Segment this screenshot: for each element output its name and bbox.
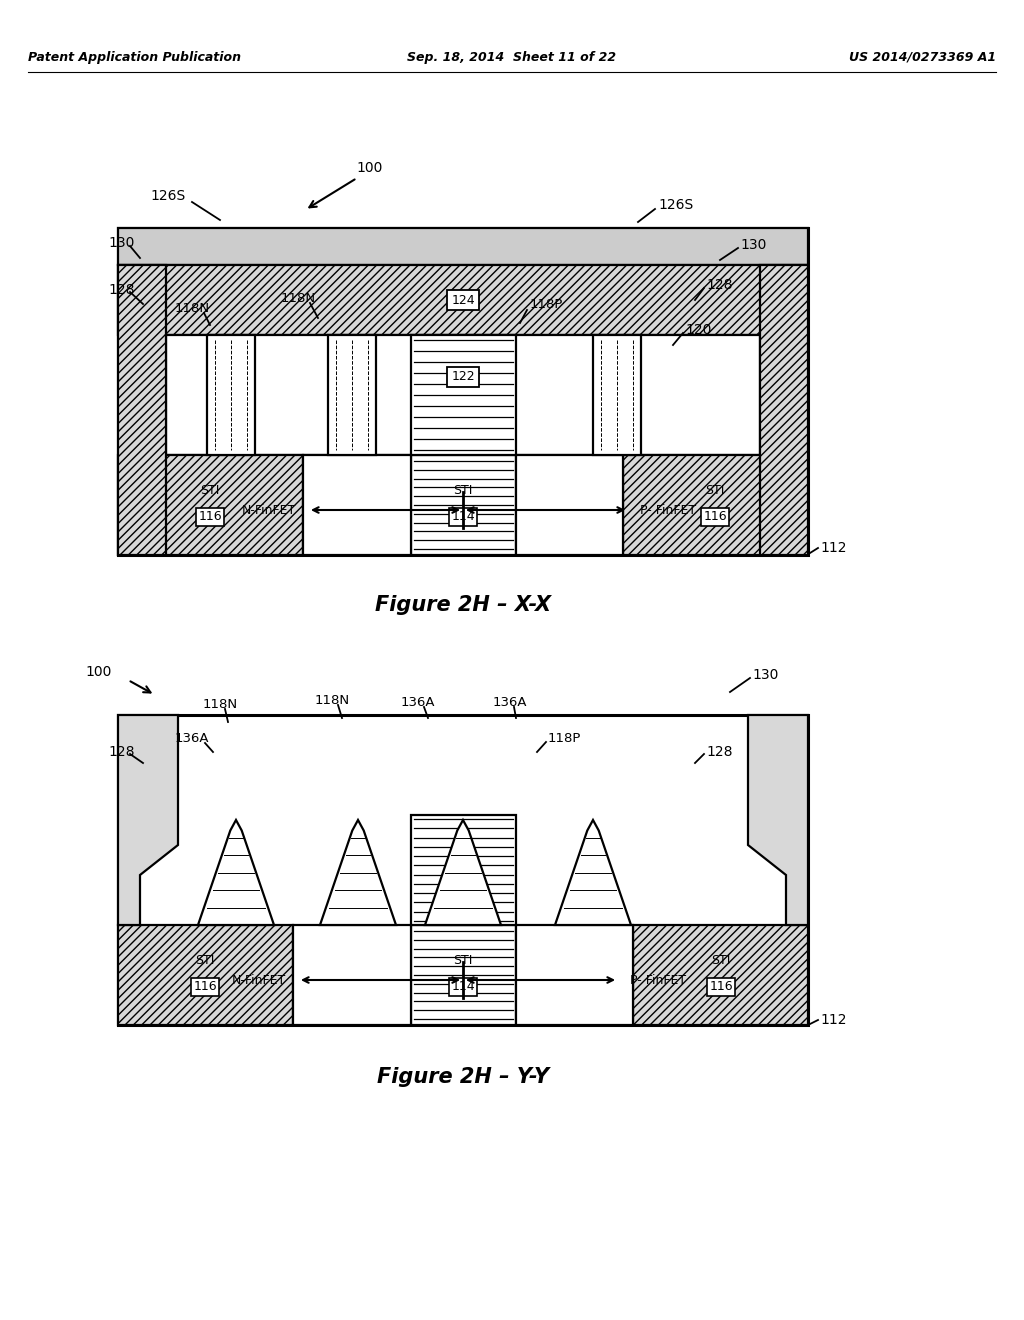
Bar — [207, 335, 255, 455]
Text: 116: 116 — [199, 511, 222, 524]
Text: 128: 128 — [108, 282, 134, 297]
Bar — [328, 335, 376, 455]
Text: 128: 128 — [706, 744, 732, 759]
Text: Sep. 18, 2014  Sheet 11 of 22: Sep. 18, 2014 Sheet 11 of 22 — [408, 50, 616, 63]
Bar — [118, 715, 808, 1026]
Bar — [118, 265, 166, 554]
Text: Figure 2H – X-X: Figure 2H – X-X — [375, 595, 551, 615]
Text: 130: 130 — [740, 238, 766, 252]
Bar — [593, 335, 641, 455]
Text: 100: 100 — [86, 665, 112, 678]
Text: STI: STI — [454, 483, 473, 496]
Text: 118N: 118N — [174, 301, 210, 314]
Text: 130: 130 — [108, 236, 134, 249]
Text: 116: 116 — [703, 511, 727, 524]
Polygon shape — [748, 715, 808, 925]
Bar — [118, 228, 808, 265]
Bar — [516, 925, 633, 1026]
Text: Patent Application Publication: Patent Application Publication — [28, 50, 241, 63]
Bar — [118, 228, 808, 554]
Bar — [118, 455, 303, 554]
Bar — [411, 925, 516, 1026]
Text: 128: 128 — [108, 744, 134, 759]
Bar — [303, 455, 411, 554]
Polygon shape — [555, 820, 631, 925]
Text: 130: 130 — [752, 668, 778, 682]
Text: STI: STI — [706, 483, 725, 496]
Text: 100: 100 — [356, 161, 383, 176]
Bar — [633, 925, 808, 1026]
Polygon shape — [319, 820, 396, 925]
Text: 136A: 136A — [493, 696, 527, 709]
Bar — [411, 814, 516, 925]
Text: N-FinFET: N-FinFET — [231, 974, 286, 986]
Text: 116: 116 — [194, 981, 217, 994]
Bar — [623, 455, 808, 554]
Bar — [118, 265, 808, 335]
Text: 118N: 118N — [281, 292, 315, 305]
Text: 126S: 126S — [151, 189, 185, 203]
Text: STI: STI — [454, 953, 473, 966]
Bar — [166, 335, 760, 455]
Text: 116: 116 — [710, 981, 733, 994]
Text: 122: 122 — [452, 371, 475, 384]
Text: 118N: 118N — [314, 693, 349, 706]
Text: 118P: 118P — [548, 731, 582, 744]
Text: 126S: 126S — [658, 198, 693, 213]
Text: 118P: 118P — [530, 298, 563, 312]
Text: 114: 114 — [452, 511, 475, 524]
Text: Figure 2H – Y-Y: Figure 2H – Y-Y — [377, 1067, 549, 1086]
Text: N-FinFET: N-FinFET — [242, 503, 296, 516]
Text: 112: 112 — [820, 541, 847, 554]
Bar — [293, 925, 411, 1026]
Text: STI: STI — [196, 953, 215, 966]
Polygon shape — [425, 820, 501, 925]
Text: P- FinFET: P- FinFET — [630, 974, 686, 986]
Text: 136A: 136A — [175, 731, 209, 744]
Text: STI: STI — [201, 483, 220, 496]
Text: US 2014/0273369 A1: US 2014/0273369 A1 — [849, 50, 996, 63]
Text: 128: 128 — [706, 279, 732, 292]
Bar — [760, 265, 808, 554]
Polygon shape — [198, 820, 274, 925]
Text: 112: 112 — [820, 1012, 847, 1027]
Text: 120: 120 — [685, 323, 712, 337]
Text: STI: STI — [712, 953, 731, 966]
Text: 124: 124 — [452, 293, 475, 306]
Text: P- FinFET: P- FinFET — [640, 503, 696, 516]
Text: 136A: 136A — [400, 696, 435, 709]
Text: 118N: 118N — [203, 697, 238, 710]
Polygon shape — [118, 715, 178, 925]
Bar — [118, 925, 293, 1026]
Text: 114: 114 — [452, 981, 475, 994]
Bar — [411, 455, 516, 554]
Bar — [516, 455, 623, 554]
Bar — [411, 335, 516, 455]
